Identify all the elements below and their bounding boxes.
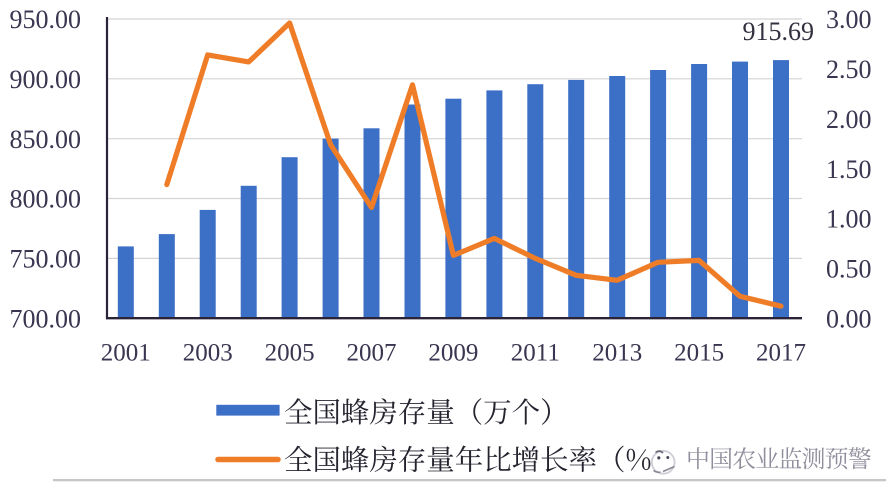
- svg-text:750.00: 750.00: [10, 245, 82, 274]
- svg-text:900.00: 900.00: [10, 65, 82, 94]
- svg-text:1.50: 1.50: [826, 155, 872, 184]
- svg-text:2003: 2003: [183, 340, 233, 367]
- svg-text:2001: 2001: [101, 340, 151, 367]
- svg-text:1.00: 1.00: [826, 205, 872, 234]
- svg-text:800.00: 800.00: [10, 185, 82, 214]
- svg-text:2007: 2007: [347, 340, 397, 367]
- svg-text:2011: 2011: [511, 340, 560, 367]
- svg-text:3.00: 3.00: [826, 5, 872, 34]
- svg-text:700.00: 700.00: [10, 304, 82, 333]
- svg-text:950.00: 950.00: [10, 5, 82, 34]
- svg-text:2.00: 2.00: [826, 105, 872, 134]
- svg-text:2015: 2015: [674, 340, 724, 367]
- svg-text:0.00: 0.00: [826, 304, 872, 333]
- svg-text:915.69: 915.69: [743, 17, 815, 46]
- svg-text:0.50: 0.50: [826, 255, 872, 284]
- svg-text:2017: 2017: [756, 340, 806, 367]
- svg-text:2.50: 2.50: [826, 55, 872, 84]
- svg-text:2005: 2005: [265, 340, 315, 367]
- svg-text:2013: 2013: [592, 340, 642, 367]
- svg-text:850.00: 850.00: [10, 125, 82, 154]
- svg-text:2009: 2009: [428, 340, 478, 367]
